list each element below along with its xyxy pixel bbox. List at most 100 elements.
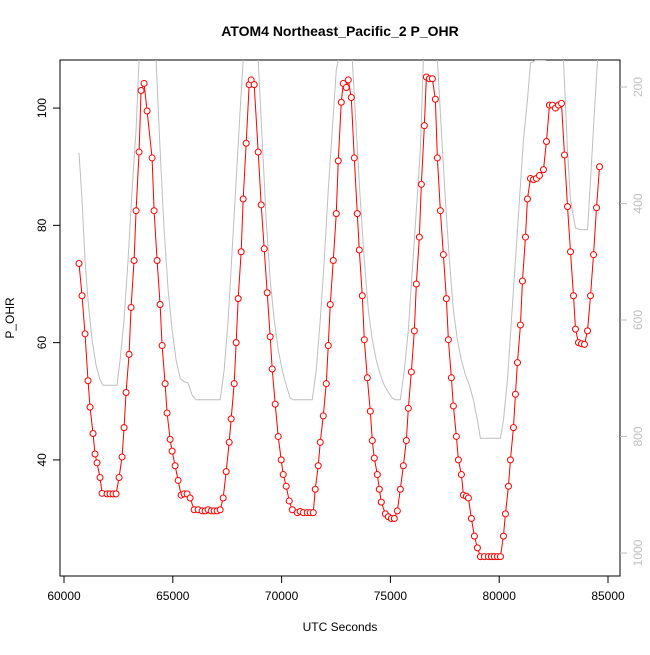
y2-tick-label: 200 <box>631 77 645 97</box>
data-point <box>412 280 420 288</box>
series-line <box>78 60 599 439</box>
data-point <box>309 509 317 517</box>
plot-area <box>75 60 604 561</box>
data-point <box>239 195 247 203</box>
data-point <box>467 515 475 523</box>
data-point <box>78 292 86 300</box>
data-point <box>263 289 271 297</box>
y-tick-label: 80 <box>35 218 49 232</box>
y2-tick-label: 800 <box>631 426 645 446</box>
x-tick-label: 80000 <box>483 589 517 603</box>
data-point <box>166 435 174 443</box>
y-axis-label: P_OHR <box>3 297 17 339</box>
data-point <box>584 327 592 335</box>
data-point <box>563 203 571 211</box>
data-point <box>250 81 258 89</box>
data-point <box>358 292 366 300</box>
data-point <box>282 482 290 490</box>
data-point <box>222 468 230 476</box>
data-point <box>566 248 574 256</box>
data-point <box>268 365 276 373</box>
data-point <box>112 490 120 498</box>
data-point <box>332 210 340 218</box>
data-point <box>590 251 598 259</box>
data-point <box>174 476 182 484</box>
data-point <box>81 330 89 338</box>
data-point <box>370 454 378 462</box>
data-point <box>115 473 123 481</box>
data-point <box>242 139 250 147</box>
data-point <box>140 79 148 87</box>
data-point <box>274 432 282 440</box>
x-tick-label: 65000 <box>156 589 190 603</box>
data-point <box>393 507 401 515</box>
data-point <box>368 437 376 445</box>
data-point <box>347 94 355 102</box>
data-point <box>516 321 524 329</box>
data-point <box>596 163 604 171</box>
data-point <box>132 207 140 215</box>
data-point <box>171 462 179 470</box>
data-point <box>587 292 595 300</box>
data-point <box>158 342 166 350</box>
data-point <box>499 532 507 540</box>
data-point <box>363 374 371 382</box>
data-point <box>91 450 99 458</box>
x-tick-label: 85000 <box>591 589 625 603</box>
data-point <box>285 497 293 505</box>
data-point <box>137 86 145 94</box>
data-point <box>581 340 589 348</box>
data-point <box>234 295 242 303</box>
data-point <box>96 473 104 481</box>
data-point <box>355 246 363 254</box>
data-point <box>161 380 169 388</box>
plot-frame <box>59 59 621 577</box>
data-point <box>373 471 381 479</box>
data-point <box>431 95 439 103</box>
data-point <box>337 98 345 106</box>
data-point <box>257 201 265 209</box>
data-point <box>311 485 319 493</box>
data-point <box>506 456 514 464</box>
data-point <box>504 482 512 490</box>
data-point <box>122 388 130 396</box>
data-point <box>168 447 176 455</box>
data-point <box>542 138 550 146</box>
data-point <box>509 424 517 432</box>
data-point <box>407 368 415 376</box>
data-point <box>216 506 224 514</box>
data-point <box>135 148 143 156</box>
y2-tick-label: 1000 <box>631 539 645 566</box>
x-tick-label: 70000 <box>265 589 299 603</box>
data-point <box>230 380 238 388</box>
data-point <box>232 339 240 347</box>
data-point <box>130 257 138 265</box>
data-point <box>279 471 287 479</box>
data-point <box>288 506 296 514</box>
data-point <box>319 412 327 420</box>
data-point <box>496 553 504 561</box>
data-point <box>539 166 547 174</box>
data-point <box>316 438 324 446</box>
data-point <box>254 148 262 156</box>
chart-title: ATOM4 Northeast_Pacific_2 P_OHR <box>221 23 459 39</box>
data-point <box>473 544 481 552</box>
data-point <box>535 172 543 180</box>
data-point <box>360 336 368 344</box>
data-point <box>518 277 526 285</box>
data-point <box>350 154 358 162</box>
data-point <box>266 333 274 341</box>
data-point <box>457 471 465 479</box>
series-line <box>78 76 601 558</box>
data-point <box>163 409 171 417</box>
data-point <box>428 75 436 83</box>
data-point <box>334 157 342 165</box>
data-point <box>186 494 194 502</box>
data-point <box>436 207 444 215</box>
data-point <box>75 259 83 267</box>
data-point <box>449 402 457 410</box>
x-tick-label: 75000 <box>374 589 408 603</box>
data-point <box>377 498 385 506</box>
data-point <box>417 180 425 188</box>
